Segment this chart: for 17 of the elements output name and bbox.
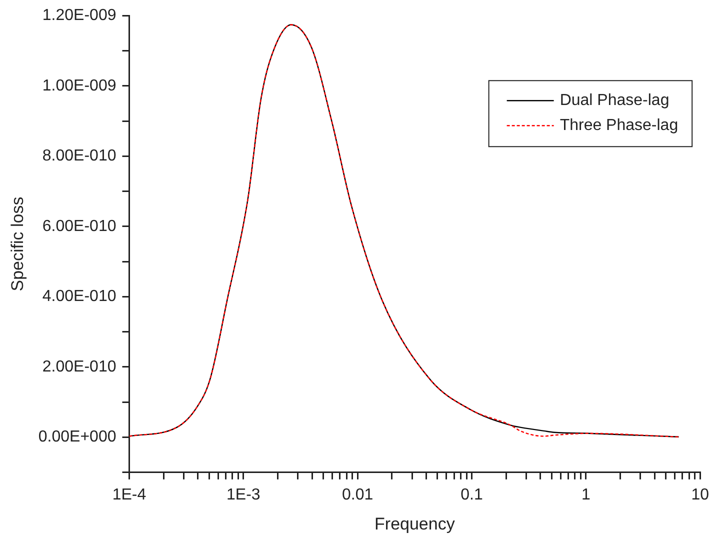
x-tick-label: 0.1 xyxy=(460,486,483,504)
y-tick-label: 0.00E+000 xyxy=(38,428,116,446)
y-tick-label: 2.00E-010 xyxy=(42,358,116,376)
x-tick-label: 0.01 xyxy=(342,486,374,504)
y-tick-label: 8.00E-010 xyxy=(42,148,116,165)
y-tick-label: 4.00E-010 xyxy=(42,288,116,306)
y-axis-title: Specific loss xyxy=(8,196,27,292)
legend-label: Three Phase-lag xyxy=(560,117,678,134)
y-tick-label: 1.00E-009 xyxy=(42,77,116,94)
x-tick-label: 10 xyxy=(691,486,710,504)
x-tick-label: 1E-3 xyxy=(226,486,260,504)
y-tick-label: 6.00E-010 xyxy=(42,218,116,235)
x-tick-label: 1 xyxy=(581,486,590,504)
x-tick-label: 1E-4 xyxy=(112,486,146,504)
x-axis-title: Frequency xyxy=(374,514,456,534)
legend-label: Dual Phase-lag xyxy=(560,92,670,110)
y-tick-label: 1.20E-009 xyxy=(42,7,116,24)
